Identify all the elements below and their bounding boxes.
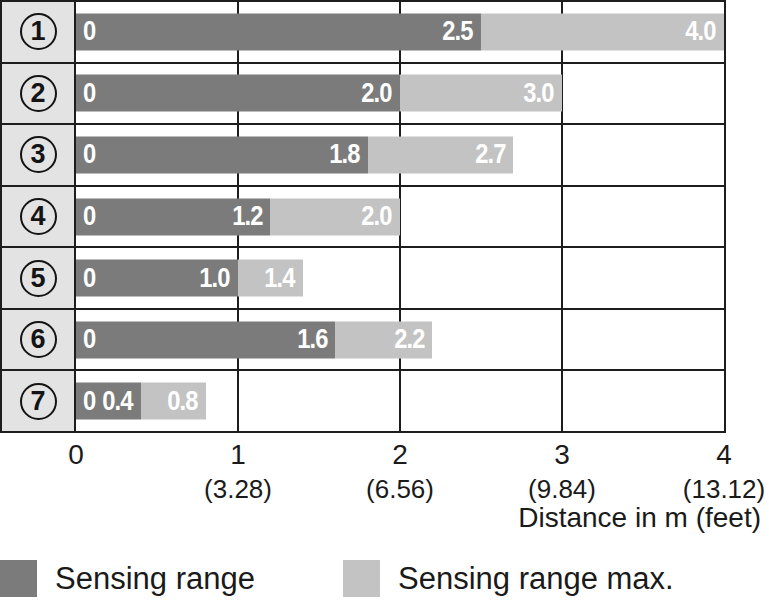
chart-row: 501.01.4: [2, 248, 724, 310]
x-tick-meters-label: 1: [204, 441, 272, 469]
sensing-range-max-value: 4.0: [686, 18, 716, 45]
bar-zero-label: 0: [83, 80, 95, 107]
bar-group: 02.03.0: [76, 75, 562, 112]
row-plot-area: 01.82.7: [76, 125, 724, 185]
x-tick-meters-label: 0: [68, 441, 84, 469]
bar-group: 01.62.2: [76, 321, 432, 358]
x-axis: 0 1 (3.28) 2 (6.56) 3 (9.84) 4 (13.12): [0, 441, 769, 551]
x-tick-4: 4 (13.12): [683, 441, 765, 502]
sensing-range-bar: 00.4: [76, 383, 141, 420]
row-plot-area: 01.22.0: [76, 187, 724, 247]
sensing-range-bar: 02.0: [76, 75, 400, 112]
chart-row: 700.40.8: [2, 371, 724, 431]
sensing-range-bar: 02.5: [76, 13, 481, 50]
legend-swatch: [343, 560, 380, 597]
bar-group: 02.54.0: [76, 13, 724, 50]
row-label-cell: 2: [2, 64, 76, 124]
row-label-cell: 3: [2, 125, 76, 185]
bar-zero-label: 0: [83, 388, 95, 415]
row-label-cell: 7: [2, 371, 76, 431]
sensing-range-max-bar: 0.8: [141, 383, 206, 420]
row-plot-area: 02.03.0: [76, 64, 724, 124]
row-label-cell: 4: [2, 187, 76, 247]
x-tick-meters-label: 2: [366, 441, 434, 469]
sensing-range-value: 0.4: [102, 388, 132, 415]
sensing-range-bar: 01.8: [76, 136, 368, 173]
bar-group: 01.82.7: [76, 136, 513, 173]
sensing-range-max-bar: 3.0: [400, 75, 562, 112]
x-tick-2: 2 (6.56): [366, 441, 434, 502]
chart-grid: 102.54.0202.03.0301.82.7401.22.0501.01.4…: [0, 0, 726, 433]
sensing-range-value: 1.8: [329, 141, 359, 168]
sensing-range-max-bar: 1.4: [238, 260, 303, 297]
sensing-range-max-value: 0.8: [167, 388, 197, 415]
sensing-range-value: 1.0: [200, 265, 230, 292]
sensing-range-chart: 102.54.0202.03.0301.82.7401.22.0501.01.4…: [0, 0, 769, 600]
legend-item: Sensing range max.: [343, 560, 674, 597]
row-plot-area: 01.01.4: [76, 248, 724, 308]
row-number-badge: 1: [20, 13, 57, 50]
bar-zero-label: 0: [83, 141, 95, 168]
chart-row: 601.62.2: [2, 310, 724, 372]
legend-item: Sensing range: [0, 560, 255, 597]
row-label-cell: 6: [2, 310, 76, 370]
sensing-range-value: 1.2: [232, 203, 262, 230]
sensing-range-bar: 01.0: [76, 260, 238, 297]
sensing-range-max-value: 2.2: [394, 326, 424, 353]
chart-row: 301.82.7: [2, 125, 724, 187]
sensing-range-bar: 01.6: [76, 321, 335, 358]
legend-swatch: [0, 560, 37, 597]
x-tick-meters-label: 3: [528, 441, 596, 469]
bar-group: 01.01.4: [76, 260, 303, 297]
bar-zero-label: 0: [83, 326, 95, 353]
sensing-range-max-bar: 2.0: [270, 198, 400, 235]
row-number-badge: 6: [20, 321, 57, 358]
sensing-range-value: 2.5: [443, 18, 473, 45]
x-tick-feet-label: (9.84): [528, 476, 596, 502]
x-tick-feet-label: (13.12): [683, 476, 765, 502]
sensing-range-max-bar: 2.7: [368, 136, 514, 173]
x-tick-3: 3 (9.84): [528, 441, 596, 502]
row-number-badge: 4: [20, 198, 57, 235]
x-tick-feet-label: (3.28): [204, 476, 272, 502]
row-plot-area: 02.54.0: [76, 2, 724, 62]
row-plot-area: 01.62.2: [76, 310, 724, 370]
x-axis-title: Distance in m (feet): [518, 504, 761, 532]
sensing-range-max-value: 3.0: [524, 80, 554, 107]
bar-zero-label: 0: [83, 203, 95, 230]
chart-row: 401.22.0: [2, 187, 724, 249]
bar-zero-label: 0: [83, 265, 95, 292]
row-number-badge: 5: [20, 260, 57, 297]
row-number-badge: 7: [20, 383, 57, 420]
chart-row: 202.03.0: [2, 64, 724, 126]
sensing-range-value: 1.6: [297, 326, 327, 353]
bar-zero-label: 0: [83, 18, 95, 45]
x-tick-0: 0: [68, 441, 84, 469]
bar-group: 01.22.0: [76, 198, 400, 235]
x-tick-feet-label: (6.56): [366, 476, 434, 502]
sensing-range-max-bar: 2.2: [335, 321, 432, 358]
legend-label: Sensing range: [55, 563, 255, 594]
bar-group: 00.40.8: [76, 383, 206, 420]
row-plot-area: 00.40.8: [76, 371, 724, 431]
sensing-range-max-value: 2.7: [475, 141, 505, 168]
x-tick-meters-label: 4: [683, 441, 765, 469]
row-label-cell: 5: [2, 248, 76, 308]
row-number-badge: 2: [20, 75, 57, 112]
sensing-range-max-bar: 4.0: [481, 13, 724, 50]
legend-label: Sensing range max.: [398, 563, 674, 594]
row-number-badge: 3: [20, 136, 57, 173]
sensing-range-value: 2.0: [362, 80, 392, 107]
sensing-range-max-value: 1.4: [264, 265, 294, 292]
x-tick-1: 1 (3.28): [204, 441, 272, 502]
row-label-cell: 1: [2, 2, 76, 62]
sensing-range-bar: 01.2: [76, 198, 270, 235]
chart-row: 102.54.0: [2, 2, 724, 64]
sensing-range-max-value: 2.0: [362, 203, 392, 230]
